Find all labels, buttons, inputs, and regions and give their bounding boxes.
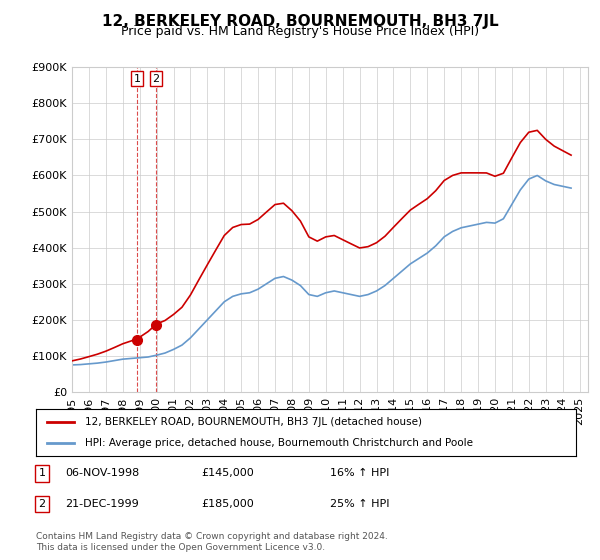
Text: 25% ↑ HPI: 25% ↑ HPI	[330, 499, 390, 509]
Text: 2: 2	[152, 74, 160, 83]
Text: 1: 1	[38, 468, 46, 478]
Text: 12, BERKELEY ROAD, BOURNEMOUTH, BH3 7JL: 12, BERKELEY ROAD, BOURNEMOUTH, BH3 7JL	[101, 14, 499, 29]
Text: £145,000: £145,000	[202, 468, 254, 478]
Text: Price paid vs. HM Land Registry's House Price Index (HPI): Price paid vs. HM Land Registry's House …	[121, 25, 479, 38]
Text: £185,000: £185,000	[202, 499, 254, 509]
Text: 12, BERKELEY ROAD, BOURNEMOUTH, BH3 7JL (detached house): 12, BERKELEY ROAD, BOURNEMOUTH, BH3 7JL …	[85, 417, 422, 427]
Text: 1: 1	[134, 74, 140, 83]
Text: 16% ↑ HPI: 16% ↑ HPI	[331, 468, 389, 478]
Text: 06-NOV-1998: 06-NOV-1998	[65, 468, 139, 478]
Text: HPI: Average price, detached house, Bournemouth Christchurch and Poole: HPI: Average price, detached house, Bour…	[85, 438, 473, 448]
Text: 21-DEC-1999: 21-DEC-1999	[65, 499, 139, 509]
Text: 2: 2	[38, 499, 46, 509]
Text: Contains HM Land Registry data © Crown copyright and database right 2024.
This d: Contains HM Land Registry data © Crown c…	[36, 532, 388, 552]
